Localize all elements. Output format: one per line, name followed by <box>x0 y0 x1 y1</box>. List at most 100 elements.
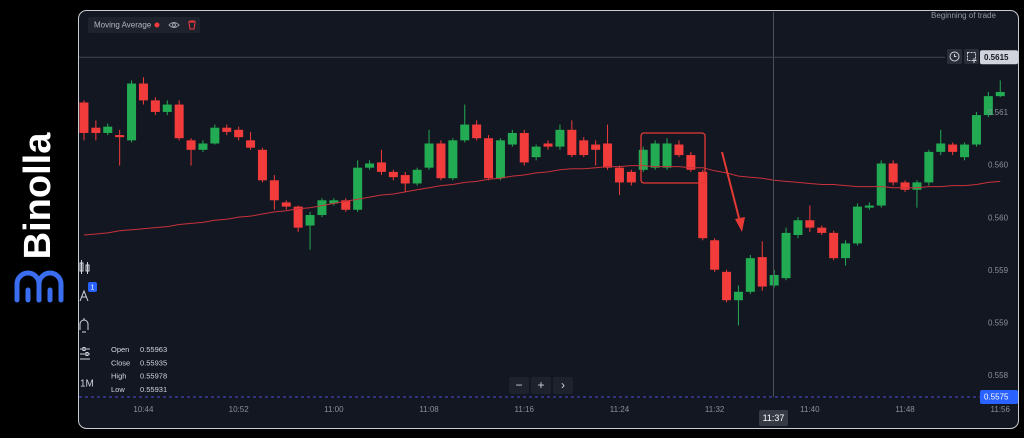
candle-body <box>912 182 922 190</box>
candle-body <box>519 132 529 163</box>
candle-body <box>246 140 256 148</box>
candle-body <box>638 149 648 170</box>
candle-body <box>722 271 732 301</box>
candle-body <box>650 143 660 168</box>
brand-name: Binolla <box>17 132 59 260</box>
candle-body <box>745 258 755 292</box>
candle-body <box>995 91 1005 97</box>
zoom-button[interactable] <box>509 377 529 394</box>
candle-body <box>936 143 946 152</box>
candle-body <box>198 143 208 150</box>
candle-body <box>127 83 137 141</box>
candle-body <box>222 127 232 132</box>
candle-body <box>864 205 874 208</box>
candle-body <box>472 124 482 139</box>
x-tick-label: 11:48 <box>895 405 915 414</box>
candle-body <box>305 215 315 226</box>
candle-body <box>376 162 386 172</box>
bottom-price-label: 0.5575 <box>984 393 1009 402</box>
settings-tool[interactable] <box>80 347 90 360</box>
candle-body <box>674 144 684 156</box>
candle-body <box>91 127 101 133</box>
candle-body <box>960 144 970 158</box>
y-tick-label: 0.558 <box>988 371 1009 380</box>
candle-body <box>484 138 494 179</box>
candle-body <box>424 143 434 168</box>
candle-body <box>174 104 184 139</box>
x-tick-label: 11:56 <box>991 405 1011 414</box>
plot-area <box>79 77 1005 326</box>
candle-body <box>805 220 815 228</box>
candle-body <box>614 167 624 183</box>
candle-body <box>769 274 779 286</box>
zoom-button[interactable] <box>531 377 551 394</box>
candle-body <box>531 146 541 158</box>
crosshair-time-box <box>759 410 788 426</box>
candle-body <box>138 83 148 101</box>
y-tick-label: 0.560 <box>988 213 1009 222</box>
candle-body <box>971 115 981 145</box>
draw-tool[interactable] <box>79 289 89 302</box>
ohlc-label: High <box>111 372 126 381</box>
add-order-button[interactable] <box>964 49 979 64</box>
ohlc-label: Close <box>111 358 130 367</box>
candle-body <box>507 132 517 145</box>
x-tick-label: 11:08 <box>419 405 439 414</box>
candle-body <box>269 180 279 201</box>
brand-logo <box>14 270 64 303</box>
candle-body <box>257 149 267 181</box>
ohlc-value: 0.55935 <box>140 358 167 367</box>
candle-body <box>150 100 160 112</box>
zoom-button-label[interactable]: › <box>561 378 565 392</box>
candle-body <box>567 129 577 156</box>
candle-body <box>448 140 458 179</box>
y-tick-label: 0.559 <box>988 266 1009 275</box>
candle-body <box>710 240 720 270</box>
candle-body <box>293 206 303 228</box>
zoom-button[interactable] <box>553 377 573 394</box>
candle-body <box>662 143 672 168</box>
x-tick-label: 11:40 <box>800 405 820 414</box>
y-tick-label: 0.559 <box>988 318 1009 327</box>
delete-icon[interactable] <box>188 20 196 30</box>
candle-body <box>888 163 898 183</box>
candles-tool[interactable] <box>79 260 90 274</box>
candle-body <box>210 127 220 144</box>
ohlc-value: 0.55931 <box>140 385 167 394</box>
candle-body <box>162 104 172 112</box>
candle-body <box>852 206 862 244</box>
candle-body <box>186 140 196 150</box>
ohlc-label: Low <box>111 385 125 394</box>
candle-body <box>329 200 339 204</box>
candle-body <box>603 143 613 168</box>
x-tick-label: 11:32 <box>705 405 725 414</box>
candle-body <box>876 163 886 206</box>
candle-body <box>115 135 125 138</box>
indicator-chip[interactable] <box>88 17 200 33</box>
ohlc-label: Open <box>111 345 129 354</box>
moving-average-line <box>83 165 1001 236</box>
candle-body <box>781 232 791 279</box>
indicator-name: Moving Average <box>94 21 152 30</box>
alert-clock-button[interactable] <box>947 49 962 64</box>
ohlc-value: 0.55978 <box>140 372 167 381</box>
interval-button[interactable]: 1M <box>80 379 94 390</box>
ohlc-legend: Open 0.55963 Close 0.55935 High 0.55978 Low 0.5… <box>111 345 167 394</box>
x-tick-label: 10:44 <box>133 405 154 414</box>
zoom-controls: − + › <box>509 377 573 394</box>
candle-body <box>234 129 244 138</box>
candle-body <box>436 143 446 179</box>
alerts-tool[interactable] <box>79 318 89 333</box>
candle-body <box>900 182 910 190</box>
crosshair-time: 11:37 <box>763 413 785 423</box>
candle-body <box>341 200 351 210</box>
x-tick-label: 11:00 <box>324 405 344 414</box>
candle-body <box>626 171 636 183</box>
trade-label: Beginning of trade <box>931 11 996 20</box>
zoom-button-label[interactable]: + <box>537 378 544 392</box>
candle-body <box>757 257 767 287</box>
eye-icon[interactable] <box>168 22 180 28</box>
draw-badge <box>88 282 97 292</box>
draw-badge-count: 1 <box>91 284 95 291</box>
zoom-button-label[interactable]: − <box>515 378 522 392</box>
